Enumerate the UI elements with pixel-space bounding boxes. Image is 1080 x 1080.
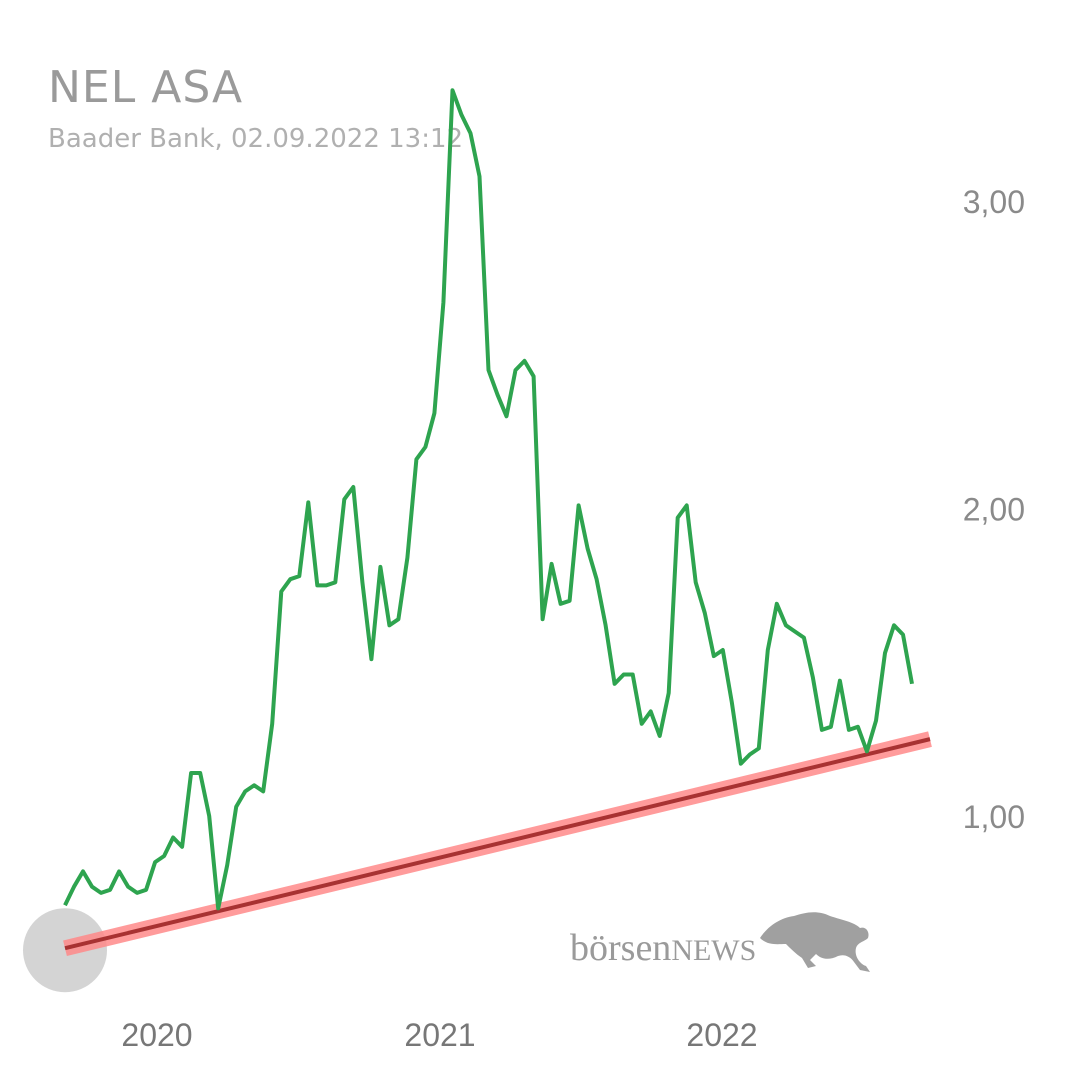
x-axis-ticks: 2020 2021 2022 [121, 1017, 757, 1053]
svg-text:börsenNEWS: börsenNEWS [570, 927, 756, 969]
y-tick-label: 1,00 [963, 799, 1025, 835]
x-tick-label: 2020 [121, 1017, 192, 1053]
chart-subtitle: Baader Bank, 02.09.2022 13:12 [48, 124, 464, 154]
y-axis-ticks: 1,00 2,00 3,00 [963, 184, 1025, 835]
watermark-text-upper: NEWS [671, 934, 756, 967]
y-tick-label: 2,00 [963, 492, 1025, 528]
y-tick-label: 3,00 [963, 184, 1025, 220]
x-tick-label: 2021 [404, 1017, 475, 1053]
bull-icon [760, 912, 870, 972]
price-series-line [63, 88, 914, 911]
start-marker [23, 908, 107, 993]
watermark-text-lower: börsen [570, 927, 671, 969]
chart-title: NEL ASA [48, 62, 244, 113]
trendline [64, 737, 931, 951]
watermark: börsenNEWS [570, 912, 870, 972]
x-tick-label: 2022 [686, 1017, 757, 1053]
